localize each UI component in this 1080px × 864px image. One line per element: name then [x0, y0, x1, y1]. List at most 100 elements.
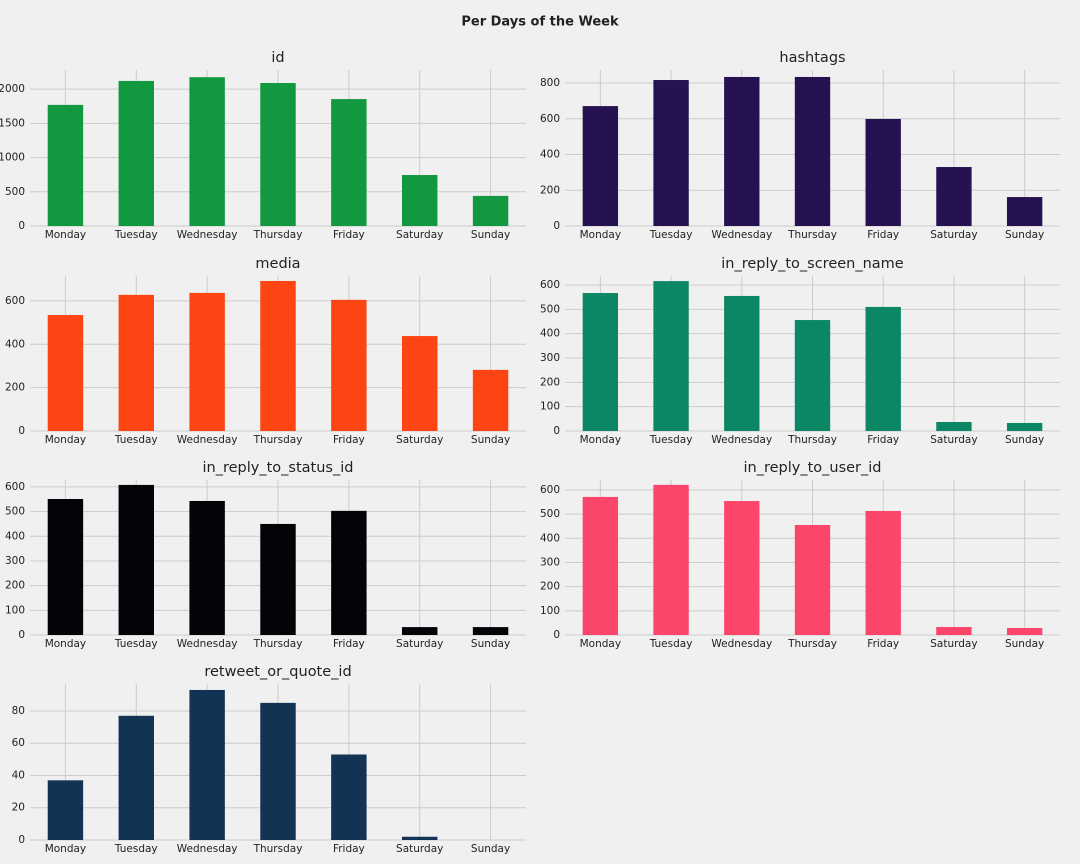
chart-title: in_reply_to_status_id [203, 460, 354, 476]
y-tick-label: 0 [18, 629, 25, 641]
bar [118, 715, 154, 840]
bar [118, 484, 154, 635]
y-tick-label: 400 [5, 338, 25, 350]
bar [582, 293, 619, 431]
bar [331, 510, 367, 635]
y-tick-label: 80 [12, 705, 25, 717]
bar [936, 627, 972, 635]
y-tick-label: 500 [540, 508, 560, 520]
bar [865, 118, 901, 226]
bar [402, 336, 438, 431]
x-tick-label: Wednesday [711, 434, 772, 446]
bar [402, 836, 438, 840]
x-tick-label: Tuesday [649, 434, 693, 446]
y-tick-label: 1000 [0, 152, 25, 164]
x-tick-label: Monday [45, 843, 86, 855]
x-tick-label: Thursday [253, 638, 303, 650]
bar [189, 689, 225, 840]
bar [331, 299, 367, 431]
y-tick-label: 100 [540, 605, 560, 617]
x-tick-label: Thursday [253, 434, 303, 446]
y-tick-label: 600 [5, 295, 25, 307]
bar [402, 627, 438, 635]
x-tick-label: Saturday [396, 434, 443, 446]
bar [794, 320, 831, 431]
bar [47, 780, 84, 840]
x-tick-label: Saturday [396, 229, 443, 241]
y-tick-label: 300 [540, 556, 560, 568]
bar [472, 195, 509, 226]
y-tick-label: 500 [5, 186, 25, 198]
bar [402, 175, 438, 226]
x-tick-label: Saturday [930, 229, 977, 241]
x-tick-label: Friday [867, 638, 899, 650]
bar [865, 306, 901, 431]
bar [331, 99, 367, 226]
bar [724, 501, 760, 635]
y-tick-label: 20 [12, 802, 25, 814]
x-tick-label: Friday [333, 434, 365, 446]
bar [794, 76, 831, 226]
y-tick-label: 400 [540, 532, 560, 544]
x-tick-label: Friday [333, 843, 365, 855]
y-tick-label: 400 [540, 328, 560, 340]
bar [47, 104, 84, 226]
y-tick-label: 500 [540, 303, 560, 315]
bar [1006, 627, 1043, 635]
x-tick-label: Sunday [1005, 229, 1044, 241]
chart-title: in_reply_to_user_id [743, 460, 881, 476]
y-tick-label: 200 [540, 581, 560, 593]
y-tick-label: 600 [5, 481, 25, 493]
x-tick-label: Thursday [253, 229, 303, 241]
bar [724, 76, 760, 226]
x-tick-label: Sunday [1005, 434, 1044, 446]
y-tick-label: 0 [18, 425, 25, 437]
y-tick-label: 40 [12, 769, 25, 781]
x-tick-label: Wednesday [177, 229, 238, 241]
y-tick-label: 0 [553, 220, 560, 232]
x-tick-label: Monday [580, 229, 621, 241]
bar [1006, 197, 1043, 226]
y-tick-label: 500 [5, 506, 25, 518]
bar [724, 295, 760, 431]
chart-title: media [255, 256, 300, 272]
chart-title: in_reply_to_screen_name [721, 256, 904, 272]
y-tick-label: 100 [540, 401, 560, 413]
bar [189, 292, 225, 431]
y-tick-label: 200 [5, 382, 25, 394]
x-tick-label: Sunday [471, 229, 510, 241]
x-tick-label: Wednesday [711, 229, 772, 241]
bar [47, 315, 84, 431]
bar [936, 421, 972, 431]
x-tick-label: Saturday [930, 434, 977, 446]
bar [653, 484, 689, 635]
x-tick-label: Monday [45, 638, 86, 650]
x-tick-label: Monday [45, 229, 86, 241]
x-tick-label: Tuesday [114, 638, 158, 650]
y-tick-label: 600 [540, 279, 560, 291]
x-tick-label: Tuesday [649, 638, 693, 650]
x-tick-label: Wednesday [177, 434, 238, 446]
y-tick-label: 600 [540, 484, 560, 496]
y-tick-label: 400 [5, 530, 25, 542]
bar [260, 702, 296, 840]
bar [260, 83, 296, 226]
x-tick-label: Monday [580, 638, 621, 650]
bar [936, 167, 972, 226]
chart-title: hashtags [779, 50, 845, 66]
x-tick-label: Friday [867, 434, 899, 446]
bar [118, 294, 154, 431]
x-tick-label: Saturday [930, 638, 977, 650]
bar [189, 500, 225, 635]
y-tick-label: 600 [540, 113, 560, 125]
y-tick-label: 0 [18, 834, 25, 846]
bar [189, 77, 225, 227]
bar [260, 280, 296, 431]
x-tick-label: Friday [333, 229, 365, 241]
x-tick-label: Saturday [396, 638, 443, 650]
y-tick-label: 60 [12, 737, 25, 749]
x-tick-label: Saturday [396, 843, 443, 855]
x-tick-label: Friday [867, 229, 899, 241]
